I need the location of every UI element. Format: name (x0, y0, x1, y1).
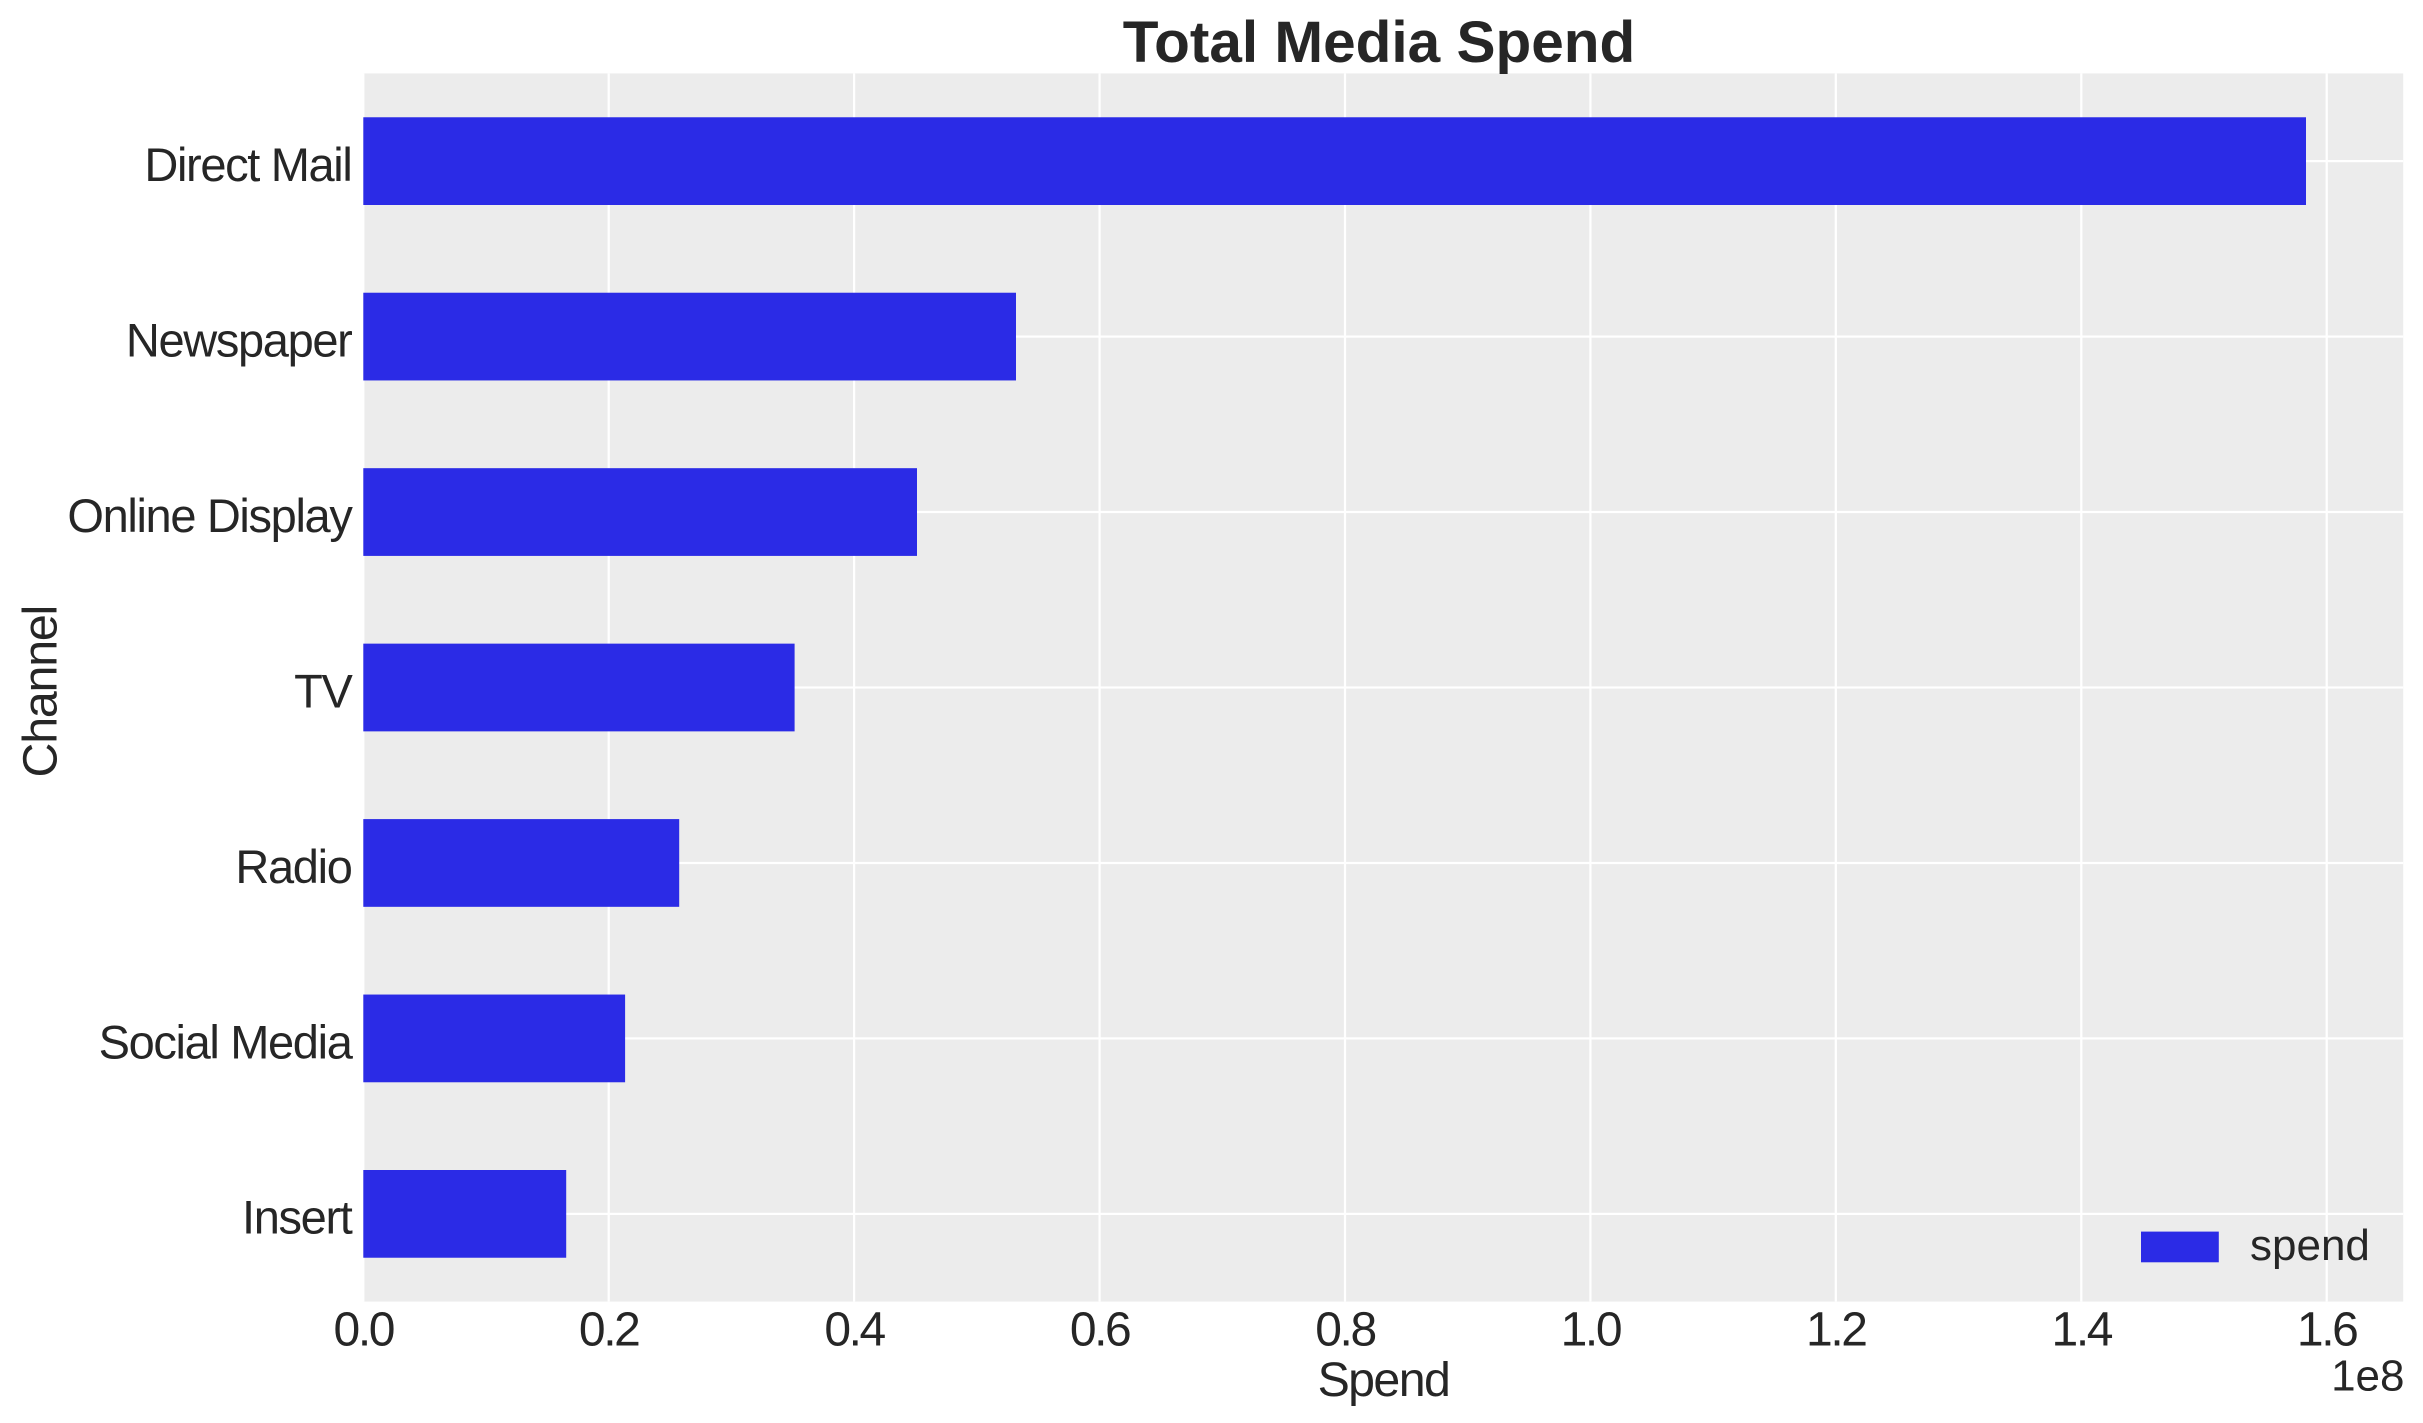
svg-text:TV: TV (294, 664, 353, 717)
svg-text:Direct Mail: Direct Mail (144, 138, 351, 191)
svg-text:0.0: 0.0 (334, 1304, 394, 1357)
svg-text:Newspaper: Newspaper (126, 313, 352, 366)
svg-text:Social Media: Social Media (99, 1015, 354, 1068)
svg-text:Radio: Radio (235, 840, 351, 893)
svg-text:Spend: Spend (1318, 1353, 1450, 1407)
svg-text:1.6: 1.6 (2297, 1304, 2357, 1357)
svg-text:Insert: Insert (242, 1191, 353, 1244)
svg-text:1.0: 1.0 (1561, 1304, 1621, 1357)
svg-text:Online Display: Online Display (67, 489, 353, 542)
svg-text:spend: spend (2250, 1221, 2370, 1270)
svg-text:0.8: 0.8 (1315, 1304, 1375, 1357)
svg-text:0.4: 0.4 (824, 1304, 885, 1357)
svg-text:1e8: 1e8 (2331, 1352, 2404, 1401)
svg-text:1.2: 1.2 (1806, 1304, 1866, 1357)
svg-text:1.4: 1.4 (2052, 1304, 2113, 1357)
svg-text:Channel: Channel (14, 606, 68, 778)
svg-text:0.6: 0.6 (1070, 1304, 1130, 1357)
svg-text:Total Media Spend: Total Media Spend (1123, 10, 1635, 75)
svg-text:0.2: 0.2 (579, 1304, 639, 1357)
